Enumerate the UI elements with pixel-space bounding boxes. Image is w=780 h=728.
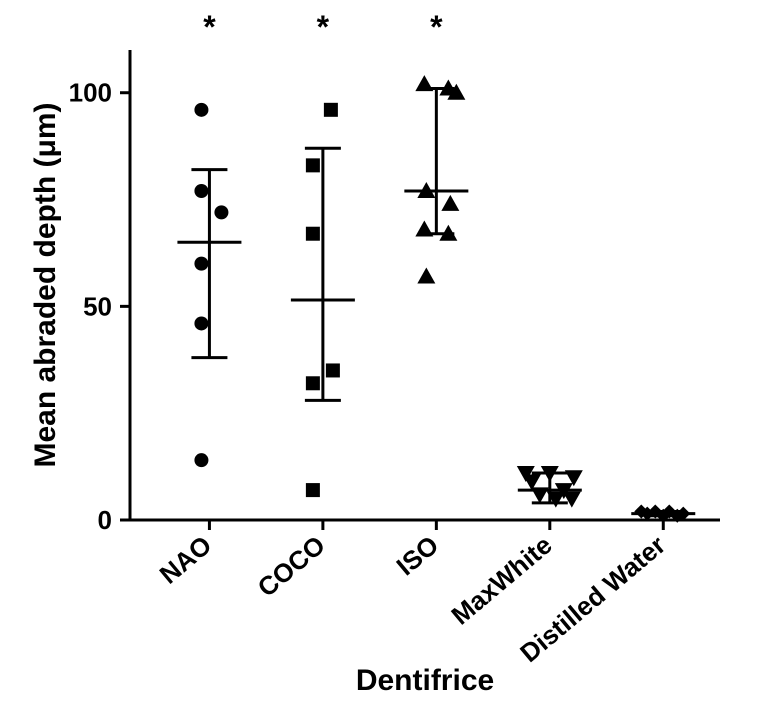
- data-point: [415, 220, 433, 236]
- x-category-label: COCO: [252, 530, 331, 603]
- x-category-label: ISO: [391, 530, 445, 582]
- y-axis-title: Mean abraded depth (μm): [29, 102, 62, 467]
- scatter-chart: 0 50 100Mean abraded depth (μm) Dentifrice N…: [0, 0, 780, 728]
- x-category-label: NAO: [154, 530, 218, 590]
- significance-marker: *: [203, 9, 216, 45]
- x-axis-title: Dentifrice: [356, 664, 494, 697]
- significance-marker: *: [317, 9, 330, 45]
- data-point: [214, 205, 228, 219]
- data-point: [417, 267, 435, 283]
- data-point: [326, 363, 340, 377]
- data-point: [306, 483, 320, 497]
- y-tick-label: 100: [69, 78, 112, 108]
- data-point: [563, 492, 581, 508]
- significance-marker: *: [430, 9, 443, 45]
- data-point: [324, 103, 338, 117]
- y-tick-label: 50: [83, 291, 112, 321]
- data-point: [306, 376, 320, 390]
- data-point: [194, 184, 208, 198]
- x-category-label: MaxWhite: [445, 530, 557, 631]
- data-point: [306, 158, 320, 172]
- data-point: [306, 227, 320, 241]
- data-point: [194, 257, 208, 271]
- data-point: [531, 487, 549, 503]
- data-point: [194, 453, 208, 467]
- y-tick-label: 0: [98, 505, 112, 535]
- data-point: [441, 195, 459, 211]
- data-point: [194, 316, 208, 330]
- chart-container: 0 50 100Mean abraded depth (μm) Dentifrice N…: [0, 0, 780, 728]
- data-point: [194, 103, 208, 117]
- data-point: [415, 75, 433, 91]
